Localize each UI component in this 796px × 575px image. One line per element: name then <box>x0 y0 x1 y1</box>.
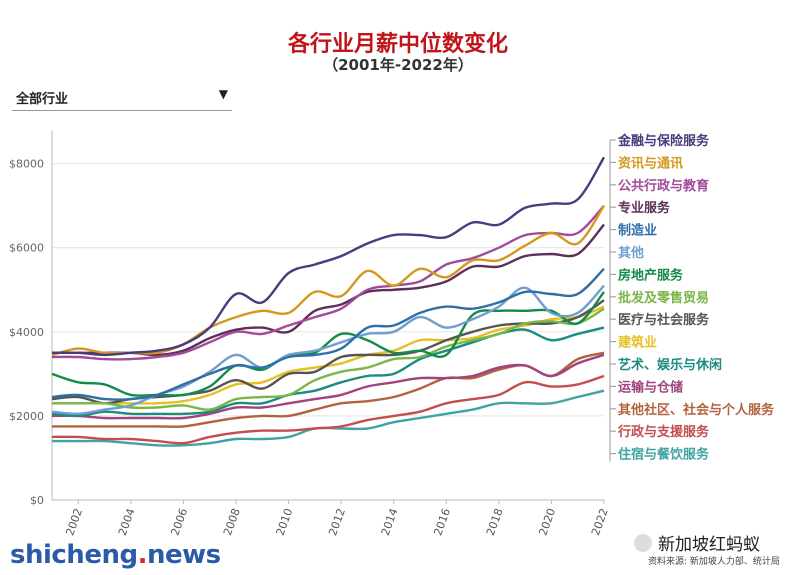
y-tick-label: $2000 <box>9 410 44 423</box>
legend-label-10: 艺术、娱乐与休闲 <box>618 357 722 373</box>
x-tick-label: 2022 <box>589 507 611 538</box>
series-line-5 <box>51 284 605 416</box>
y-tick-label: $8000 <box>9 158 44 171</box>
x-tick-label: 2006 <box>168 507 190 538</box>
industry-filter-dropdown[interactable]: 全部行业 ▼ <box>12 86 232 111</box>
x-tick-label: 2012 <box>326 507 348 538</box>
brand-credit: 新加坡红蚂蚁 <box>634 530 760 555</box>
x-tick-label: 2002 <box>63 507 85 538</box>
legend-label-6: 房地产服务 <box>618 267 684 283</box>
wechat-icon <box>634 533 652 552</box>
series-line-9 <box>51 305 605 405</box>
legend-label-0: 金融与保险服务 <box>617 133 710 149</box>
legend-label-11: 运输与仓储 <box>618 379 683 395</box>
legend-label-3: 专业服务 <box>618 200 671 216</box>
y-tick-label: $0 <box>30 494 44 507</box>
legend-label-8: 医疗与社会服务 <box>618 312 710 328</box>
x-tick-label: 2016 <box>431 507 453 538</box>
series-line-0 <box>51 156 606 357</box>
legend-label-1: 资讯与通讯 <box>618 155 683 171</box>
industry-filter-value: 全部行业 <box>16 92 69 107</box>
legend-label-13: 行政与支援服务 <box>617 424 710 440</box>
series-line-6 <box>51 291 605 397</box>
x-tick-label: 2020 <box>536 507 558 538</box>
x-tick-label: 2018 <box>484 507 506 538</box>
series-line-10 <box>51 326 605 418</box>
x-tick-label: 2008 <box>221 507 243 538</box>
chevron-down-icon[interactable]: ▼ <box>218 87 228 101</box>
legend-label-7: 批发及零售贸易 <box>618 290 709 306</box>
legend-label-2: 公共行政与教育 <box>618 178 709 194</box>
x-tick-label: 2014 <box>379 507 401 538</box>
legend-label-12: 其他社区、社会与个人服务 <box>618 402 775 418</box>
watermark-part3: news <box>146 540 221 570</box>
chart-subtitle: （2001年-2022年） <box>323 56 473 74</box>
series-line-2 <box>51 204 605 361</box>
legend-label-4: 制造业 <box>618 223 657 239</box>
site-watermark: shicheng.news <box>10 540 221 570</box>
watermark-dot: . <box>137 540 148 570</box>
x-tick-label: 2004 <box>116 507 138 538</box>
data-source-note: 资料来源: 新加坡人力部、统计局 <box>648 557 780 567</box>
legend-label-14: 住宿与餐饮服务 <box>618 447 710 463</box>
series-line-13 <box>51 374 605 445</box>
series-line-7 <box>51 307 605 411</box>
series-line-4 <box>51 267 605 401</box>
legend-label-5: 其他 <box>618 245 644 261</box>
series-line-3 <box>52 223 605 357</box>
watermark-part1: shicheng <box>10 540 138 570</box>
y-tick-label: $6000 <box>9 242 44 255</box>
brand-name: 新加坡红蚂蚁 <box>658 535 760 555</box>
chart-title: 各行业月薪中位数变化 <box>287 32 508 57</box>
x-tick-label: 2010 <box>274 507 296 538</box>
legend-label-9: 建筑业 <box>618 335 657 351</box>
y-tick-label: $4000 <box>9 326 44 339</box>
series-line-1 <box>51 205 606 357</box>
series-line-11 <box>51 353 605 420</box>
